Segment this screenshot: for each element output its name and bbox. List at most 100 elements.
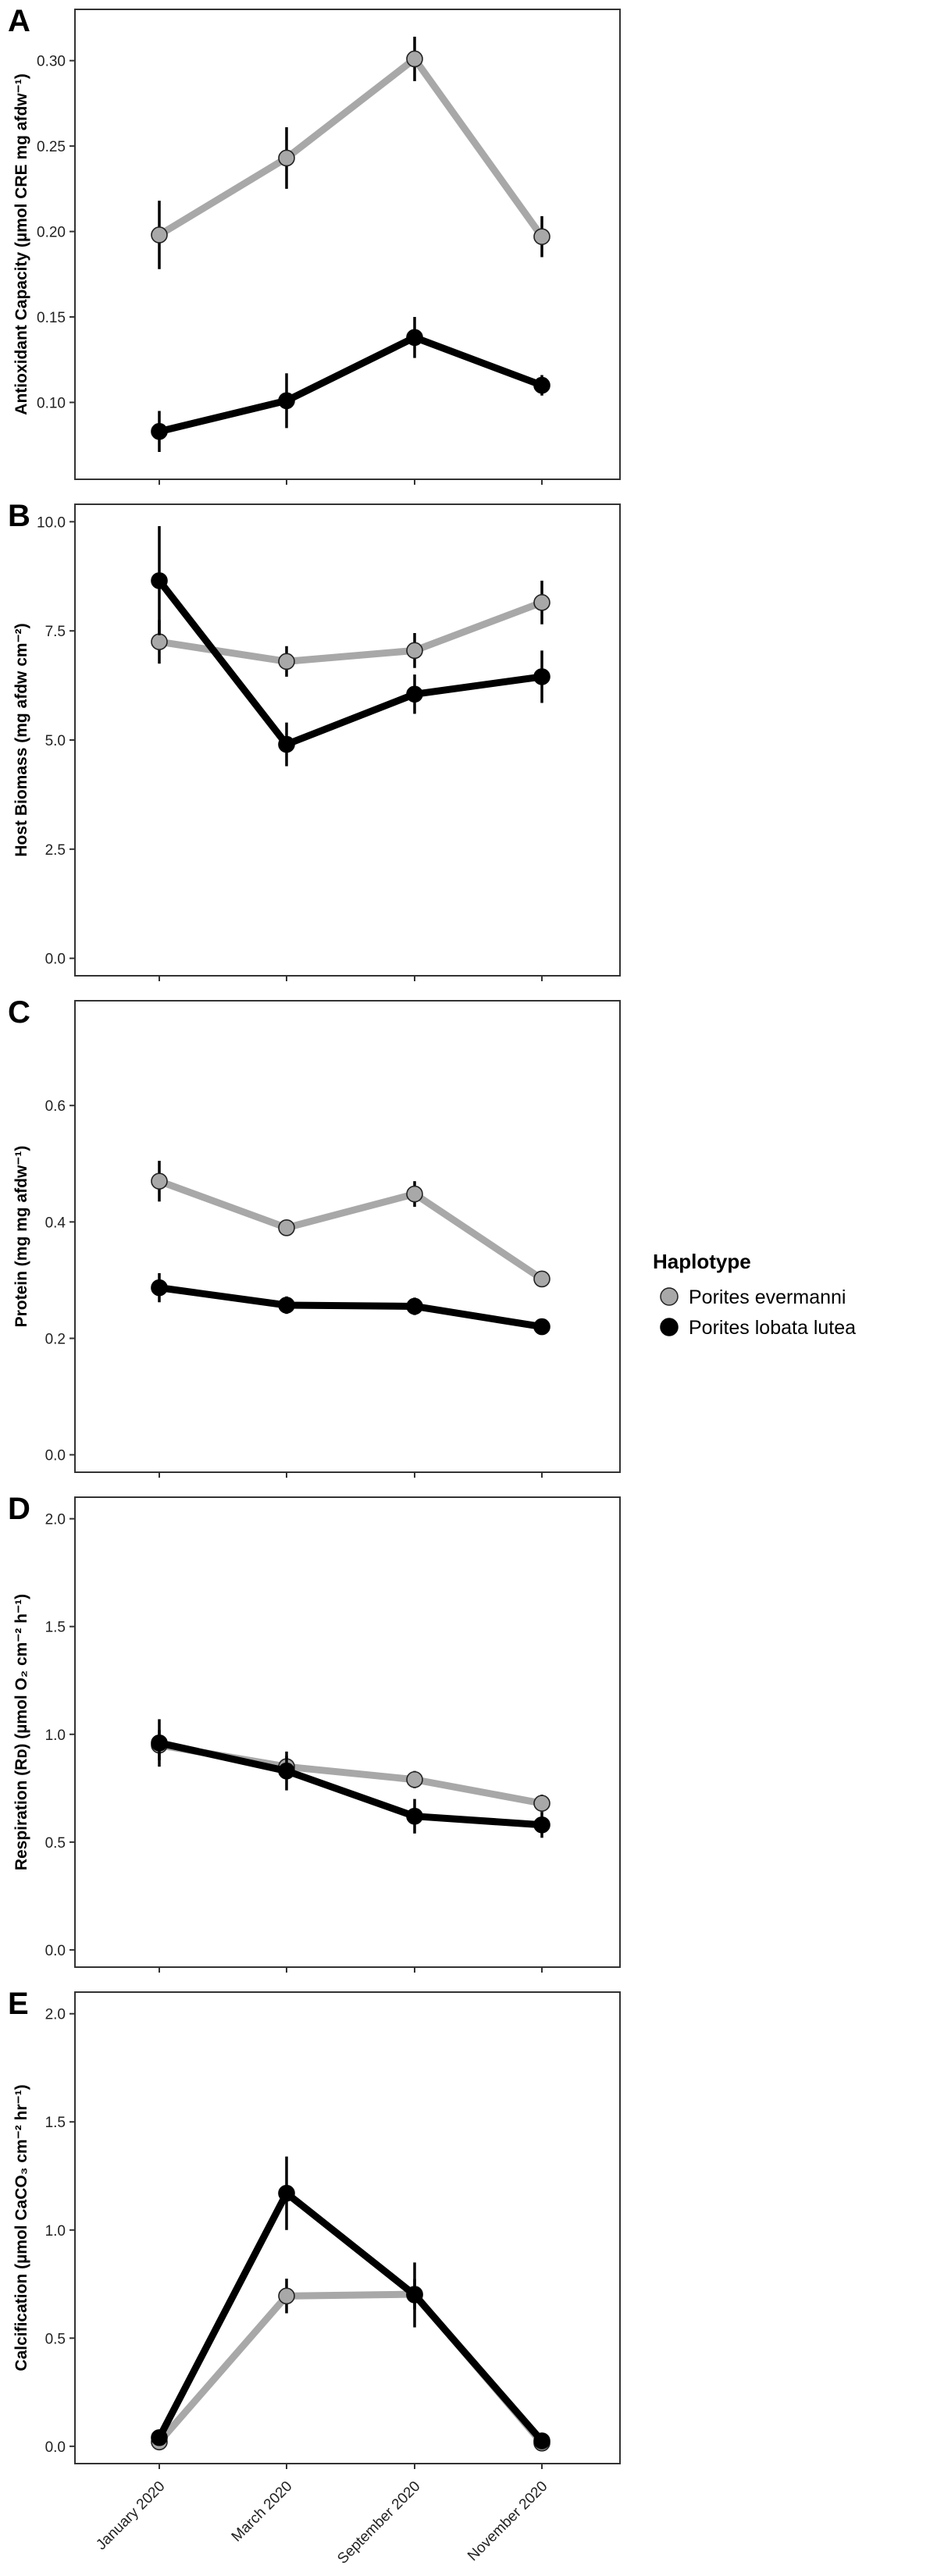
series-porites-evermanni bbox=[151, 1730, 550, 1813]
legend-title: Haplotype bbox=[653, 1250, 751, 1273]
data-point bbox=[278, 392, 295, 410]
panel-b: B 0.0 2.5 5.0 7.5 10.0 Host Biomass (mg afdw c… bbox=[8, 499, 621, 981]
y-tick-label: 0.2 bbox=[45, 1331, 66, 1347]
y-tick-label: 0.6 bbox=[45, 1098, 66, 1115]
y-tick-label: 0.0 bbox=[45, 2439, 66, 2456]
series-line bbox=[155, 2290, 546, 2447]
panel-a: A 0.10 0.15 0.20 0.25 0.30 Antioxidant Capacit… bbox=[8, 4, 621, 485]
series-porites-lobata-lutea bbox=[151, 525, 550, 767]
y-tick-label: 0.0 bbox=[45, 1448, 66, 1464]
data-point bbox=[406, 1297, 423, 1315]
y-tick-label: 0.20 bbox=[37, 225, 66, 241]
y-tick-label: 10.0 bbox=[37, 514, 66, 531]
series-porites-evermanni bbox=[151, 1161, 550, 1288]
series-line bbox=[155, 333, 546, 436]
series-line bbox=[155, 1284, 546, 1331]
y-tick-label: 0.4 bbox=[45, 1215, 66, 1231]
panel-letter: E bbox=[8, 1987, 29, 2021]
series-line bbox=[155, 55, 546, 240]
data-point bbox=[278, 1762, 295, 1780]
y-tick-label: 1.5 bbox=[45, 1620, 66, 1636]
y-tick-label: 1.5 bbox=[45, 2115, 66, 2131]
series-porites-lobata-lutea bbox=[151, 2156, 550, 2450]
plot-frame bbox=[74, 1991, 621, 2464]
y-axis-title: Antioxidant Capacity (µmol CRE mg afdw⁻¹… bbox=[12, 73, 30, 415]
legend-label-porites-lobata-lutea: Porites lobata lutea bbox=[689, 1317, 856, 1339]
data-point bbox=[151, 633, 168, 650]
panel-d: D 0.0 0.5 1.0 1.5 2.0 Respiration (Rᴅ) (µmol O… bbox=[8, 1492, 621, 1973]
data-point bbox=[406, 685, 423, 703]
panel-e: E 0.0 0.5 1.0 1.5 2.0 Calcification (µmol CaCO… bbox=[8, 1987, 621, 2469]
series-line bbox=[155, 2190, 546, 2445]
series-porites-lobata-lutea bbox=[151, 1272, 550, 1336]
data-point bbox=[406, 1185, 423, 1203]
series-line bbox=[155, 577, 546, 749]
panel-letter: A bbox=[8, 4, 30, 38]
legend-swatch-porites-evermanni bbox=[660, 1287, 679, 1306]
y-tick-label: 1.0 bbox=[45, 1727, 66, 1744]
panel-c: C 0.0 0.2 0.4 0.6 Protein (mg mg afdw⁻¹) bbox=[8, 995, 621, 1478]
data-point bbox=[151, 572, 168, 589]
data-point bbox=[406, 50, 423, 68]
y-axis-title: Respiration (Rᴅ) (µmol O₂ cm⁻² h⁻¹) bbox=[12, 1594, 30, 1870]
series-porites-lobata-lutea bbox=[151, 317, 550, 452]
plot-frame bbox=[74, 9, 621, 480]
data-point bbox=[278, 735, 295, 753]
series-line bbox=[155, 599, 546, 665]
data-point bbox=[533, 228, 550, 245]
x-tick-label: January 2020 bbox=[93, 2478, 168, 2553]
x-tick-label: September 2020 bbox=[334, 2478, 423, 2567]
y-tick-label: 0.0 bbox=[45, 952, 66, 968]
y-tick-label: 1.0 bbox=[45, 2223, 66, 2240]
data-point bbox=[533, 1795, 550, 1812]
y-tick-label: 0.5 bbox=[45, 2331, 66, 2347]
data-point bbox=[151, 1172, 168, 1190]
data-point bbox=[533, 376, 550, 394]
data-point bbox=[151, 1735, 168, 1752]
y-axis-title: Protein (mg mg afdw⁻¹) bbox=[12, 1146, 30, 1328]
data-point bbox=[533, 2432, 550, 2450]
y-tick-label: 2.5 bbox=[45, 842, 66, 859]
x-tick-label: March 2020 bbox=[229, 2478, 296, 2546]
y-tick-label: 2.0 bbox=[45, 2007, 66, 2023]
x-tick-label: November 2020 bbox=[465, 2478, 550, 2564]
data-point bbox=[533, 1318, 550, 1336]
series-porites-evermanni bbox=[151, 580, 550, 677]
plot-frame bbox=[74, 1000, 621, 1473]
data-point bbox=[406, 1770, 423, 1788]
y-tick-label: 0.15 bbox=[37, 310, 66, 326]
chart-panels: A 0.10 0.15 0.20 0.25 0.30 Antioxidant Capacit… bbox=[8, 4, 621, 2567]
y-tick-label: 0.25 bbox=[37, 139, 66, 155]
data-point bbox=[533, 1816, 550, 1834]
data-point bbox=[533, 594, 550, 611]
data-point bbox=[278, 653, 295, 671]
data-point bbox=[406, 2286, 423, 2304]
data-point bbox=[151, 422, 168, 440]
series-porites-lobata-lutea bbox=[151, 1719, 550, 1838]
y-tick-label: 0.0 bbox=[45, 1943, 66, 1959]
data-point bbox=[406, 642, 423, 660]
data-point bbox=[151, 1279, 168, 1297]
data-point bbox=[278, 149, 295, 167]
series-porites-evermanni bbox=[151, 37, 550, 269]
y-tick-label: 0.5 bbox=[45, 1835, 66, 1852]
data-point bbox=[278, 2184, 295, 2202]
data-point bbox=[278, 1297, 295, 1314]
data-point bbox=[278, 1219, 295, 1236]
y-tick-label: 0.10 bbox=[37, 395, 66, 411]
panel-letter: B bbox=[8, 499, 30, 533]
data-point bbox=[278, 2287, 295, 2305]
series-porites-evermanni bbox=[151, 2279, 550, 2452]
series-line bbox=[155, 1739, 546, 1829]
series-line bbox=[155, 1177, 546, 1283]
data-point bbox=[533, 1270, 550, 1288]
panel-letter: D bbox=[8, 1492, 30, 1526]
data-point bbox=[406, 329, 423, 347]
legend-label-porites-evermanni: Porites evermanni bbox=[689, 1286, 846, 1308]
legend: Haplotype Porites evermanni Porites loba… bbox=[653, 1250, 856, 1339]
plot-frame bbox=[74, 1496, 621, 1968]
y-tick-label: 2.0 bbox=[45, 1512, 66, 1528]
legend-swatch-porites-lobata-lutea bbox=[660, 1318, 679, 1336]
data-point bbox=[151, 226, 168, 244]
